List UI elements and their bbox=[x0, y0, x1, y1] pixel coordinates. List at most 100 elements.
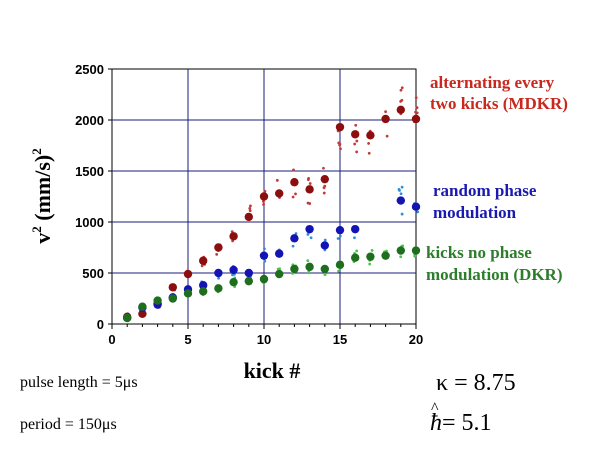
scatter-point-random-phase bbox=[291, 244, 295, 248]
mean-point-random-phase bbox=[290, 234, 299, 243]
x-tick-label: 10 bbox=[257, 332, 271, 347]
scatter-point-dkr bbox=[323, 273, 327, 277]
mean-point-random-phase bbox=[351, 224, 360, 234]
legend-mdkr-line1: alternating every bbox=[430, 73, 555, 92]
scatter-point-mdkr bbox=[339, 147, 342, 151]
scatter-point-random-phase bbox=[263, 247, 266, 251]
mean-point-mdkr bbox=[214, 243, 223, 252]
mean-point-random-phase bbox=[411, 202, 421, 211]
mean-point-dkr bbox=[183, 289, 193, 298]
mean-point-mdkr bbox=[199, 256, 208, 265]
scatter-point-random-phase bbox=[397, 187, 401, 191]
hbar-hat: ^ bbox=[431, 400, 439, 417]
mean-point-dkr bbox=[153, 296, 162, 305]
legend-random-line1: random phase bbox=[433, 181, 537, 200]
mean-point-mdkr bbox=[229, 232, 238, 241]
data-points bbox=[123, 86, 421, 323]
y-tick-label: 2500 bbox=[75, 62, 104, 77]
mean-point-dkr bbox=[335, 260, 345, 270]
y-tick-label: 0 bbox=[97, 317, 104, 332]
scatter-point-mdkr bbox=[215, 252, 219, 256]
mean-point-dkr bbox=[214, 284, 223, 293]
scatter-point-random-phase bbox=[400, 212, 404, 216]
x-axis-title: kick # bbox=[244, 358, 301, 383]
scatter-point-random-phase bbox=[338, 234, 342, 238]
mean-point-mdkr bbox=[381, 114, 390, 124]
mean-point-dkr bbox=[366, 252, 375, 261]
mean-point-random-phase bbox=[275, 249, 284, 258]
scatter-point-mdkr bbox=[308, 182, 312, 185]
mean-point-random-phase bbox=[396, 196, 405, 205]
scatter-point-dkr bbox=[399, 255, 403, 259]
scatter-point-dkr bbox=[337, 269, 340, 273]
mean-point-mdkr bbox=[411, 114, 421, 124]
mean-point-dkr bbox=[259, 274, 269, 284]
hbar-letter: ħ bbox=[430, 410, 442, 436]
scatter-point-mdkr bbox=[400, 86, 404, 90]
scatter-point-mdkr bbox=[248, 209, 252, 213]
x-tick-label: 0 bbox=[108, 332, 115, 347]
scatter-point-random-phase bbox=[323, 238, 327, 242]
scatter-point-mdkr bbox=[367, 151, 371, 155]
scatter-point-dkr bbox=[368, 262, 372, 266]
scatter-point-mdkr bbox=[385, 134, 389, 138]
y-tick-label: 2000 bbox=[75, 113, 104, 128]
kappa-value: κ = 8.75 bbox=[436, 370, 516, 396]
scatter-point-mdkr bbox=[355, 150, 359, 154]
scatter-point-mdkr bbox=[263, 189, 267, 193]
scatter-point-mdkr bbox=[248, 207, 252, 210]
x-tick-label: 5 bbox=[184, 332, 191, 347]
legend-mdkr-line2: two kicks (MDKR) bbox=[430, 94, 568, 113]
mean-point-mdkr bbox=[138, 309, 147, 318]
mean-point-dkr bbox=[168, 294, 177, 303]
mean-point-dkr bbox=[244, 276, 253, 286]
mean-point-dkr bbox=[199, 287, 208, 296]
scatter-point-mdkr bbox=[367, 142, 371, 145]
scatter-point-dkr bbox=[307, 271, 310, 275]
scatter-point-mdkr bbox=[292, 168, 295, 172]
scatter-point-mdkr bbox=[249, 204, 252, 208]
scatter-point-mdkr bbox=[353, 142, 357, 146]
scatter-point-random-phase bbox=[217, 276, 220, 280]
hbar-value: ^ ħ= 5.1 bbox=[430, 400, 492, 437]
scatter-point-mdkr bbox=[354, 123, 358, 127]
mean-point-random-phase bbox=[244, 268, 253, 278]
mean-point-mdkr bbox=[335, 122, 345, 132]
scatter-point-dkr bbox=[306, 259, 310, 263]
mean-point-mdkr bbox=[320, 174, 329, 184]
mean-point-dkr bbox=[351, 253, 360, 262]
legend-dkr-line2: modulation (DKR) bbox=[426, 265, 562, 284]
mean-point-dkr bbox=[229, 277, 238, 287]
scatter-point-random-phase bbox=[416, 210, 420, 214]
scatter-point-mdkr bbox=[306, 178, 310, 181]
scatter-point-mdkr bbox=[200, 264, 204, 268]
scatter-point-mdkr bbox=[275, 178, 279, 182]
y-tick-label: 1000 bbox=[75, 215, 104, 230]
x-tick-label: 20 bbox=[409, 332, 423, 347]
scatter-point-mdkr bbox=[322, 166, 325, 170]
mean-point-mdkr bbox=[366, 131, 375, 140]
legend-dkr: kicks no phase modulation (DKR) bbox=[426, 243, 562, 284]
scatter-point-random-phase bbox=[400, 185, 404, 189]
scatter-point-mdkr bbox=[414, 96, 418, 100]
hbar-symbol: ^ ħ bbox=[430, 400, 442, 437]
scatter-point-random-phase bbox=[353, 236, 356, 240]
mean-point-random-phase bbox=[229, 265, 238, 275]
mean-point-dkr bbox=[396, 246, 405, 255]
scatter-point-mdkr bbox=[400, 98, 404, 102]
mean-point-random-phase bbox=[259, 251, 269, 260]
mean-point-mdkr bbox=[259, 192, 269, 201]
mean-point-mdkr bbox=[168, 283, 177, 292]
mean-point-mdkr bbox=[290, 178, 299, 187]
scatter-point-dkr bbox=[276, 267, 280, 271]
pulse-length-note: pulse length = 5μs bbox=[20, 374, 138, 391]
x-tick-label: 15 bbox=[333, 332, 347, 347]
scatter-point-random-phase bbox=[306, 233, 310, 236]
legend-random-line2: modulation bbox=[433, 203, 517, 222]
mean-point-dkr bbox=[411, 246, 421, 255]
scatter-point-mdkr bbox=[338, 142, 342, 146]
mean-point-dkr bbox=[305, 262, 314, 272]
mean-point-dkr bbox=[320, 264, 329, 274]
scatter-point-random-phase bbox=[399, 192, 403, 196]
mean-point-random-phase bbox=[335, 225, 345, 235]
